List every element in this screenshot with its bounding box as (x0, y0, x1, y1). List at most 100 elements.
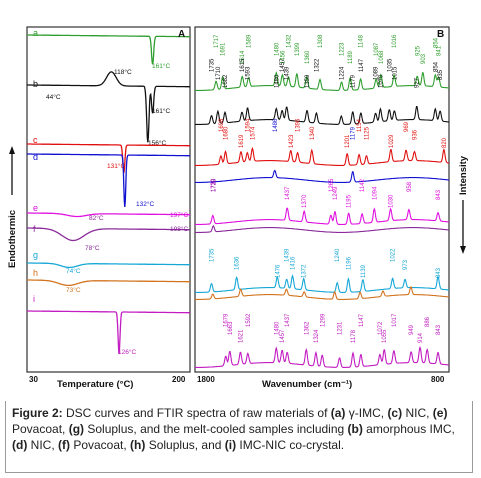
band-label: 1589 (247, 34, 253, 48)
band-label: 1249 (333, 186, 339, 200)
peak-label: 161°C (152, 62, 170, 70)
caption-part: Povacoat, (12, 422, 69, 436)
y-axis-title: Intensity (458, 155, 469, 195)
series-label-b: b (33, 79, 38, 89)
band-label: 1735 (210, 58, 216, 72)
series-label-i: i (33, 294, 35, 304)
panel-letter: B (437, 29, 444, 40)
band-label: 1015 (392, 66, 398, 80)
band-label: 843 (436, 324, 442, 335)
band-label: 886 (425, 316, 431, 327)
peak-label: 132°C (136, 200, 154, 208)
caption-part: γ-IMC, (345, 406, 388, 420)
band-label: 1179 (351, 126, 357, 140)
band-label: 1614 (240, 50, 246, 64)
band-label: 1324 (314, 329, 320, 343)
panel-b: 1717169116141589148014561432139913601308… (194, 26, 469, 390)
band-label: 1574 (250, 126, 256, 140)
band-label: 820 (442, 137, 448, 148)
caption-label: Figure 2: (12, 406, 63, 420)
band-label: 1017 (392, 313, 398, 327)
band-label: 1201 (345, 134, 351, 148)
band-label: 1480 (274, 74, 280, 88)
band-label: 1593 (246, 66, 252, 80)
band-label: 1456 (280, 50, 286, 64)
band-label: 1072 (378, 321, 384, 335)
band-label: 1698 (219, 118, 225, 132)
x-axis-title: Temperature (°C) (57, 379, 133, 390)
peak-label: 82°C (89, 214, 104, 222)
band-label: 1691 (221, 42, 227, 56)
caption-part: IMC-NIC co-crystal. (236, 438, 345, 452)
x-tick-label: 200 (172, 375, 186, 384)
band-label: 1619 (239, 134, 245, 148)
band-label: 1480 (274, 321, 280, 335)
band-label: 1362 (304, 321, 310, 335)
band-label: 1195 (347, 194, 353, 208)
band-label: 841 (437, 45, 443, 56)
dsc-curve-b (27, 71, 190, 143)
band-label: 1621 (239, 329, 245, 343)
band-label: 1189 (348, 50, 354, 64)
band-label: 949 (409, 324, 415, 335)
band-label: 914 (418, 332, 424, 343)
band-label: 843 (436, 189, 442, 200)
y-axis-title: Endothermic (7, 210, 18, 268)
peak-label: 126°C (118, 348, 136, 356)
dsc-curve-c (27, 143, 190, 174)
caption-part: (c) (387, 406, 403, 420)
x-tick-label: 30 (29, 375, 38, 384)
dsc-curve-h (27, 279, 190, 287)
band-label: 843 (436, 267, 442, 278)
caption-text: DSC curves and FTIR spectra of raw mater… (12, 406, 455, 452)
ftir-spectrum-h (195, 285, 450, 300)
y-axis-arrowhead (460, 246, 466, 254)
peak-label: 44°C (46, 93, 61, 101)
caption-part: (a) (330, 406, 346, 420)
dsc-curve-d (27, 153, 190, 208)
band-label: 1223 (340, 42, 346, 56)
x-tick-label: 800 (431, 375, 445, 384)
band-label: 1439 (285, 248, 291, 262)
band-label: 1728 (211, 178, 217, 192)
band-label: 1372 (302, 264, 308, 278)
band-label: 1178 (351, 329, 357, 343)
band-label: 1615 (240, 58, 246, 72)
band-label: 854 (433, 37, 439, 48)
peak-label: 131°C (107, 162, 125, 170)
peak-label: 74°C (66, 267, 81, 275)
band-label: 958 (407, 181, 413, 192)
band-label: 1437 (285, 186, 291, 200)
ftir-spectrum-a (195, 71, 450, 91)
band-label: 1029 (389, 134, 395, 148)
band-label: 1340 (310, 126, 316, 140)
peak-label: 198°C (170, 225, 188, 233)
dsc-curve-i (27, 310, 190, 355)
band-label: 1055 (382, 329, 388, 343)
band-label: 1240 (335, 248, 341, 262)
ftir-spectrum-c (195, 146, 450, 166)
band-label: 1068 (379, 50, 385, 64)
band-label: 903 (421, 53, 427, 64)
band-label: 1016 (392, 34, 398, 48)
caption-part: (f) (58, 438, 70, 452)
band-label: 1360 (305, 50, 311, 64)
band-label: 1087 (374, 42, 380, 56)
peak-label: 118°C (114, 68, 132, 76)
band-label: 1125 (365, 126, 371, 140)
band-label: 1439 (285, 66, 291, 80)
panel-letter: A (178, 29, 185, 40)
caption-part: (d) (12, 438, 28, 452)
peak-label: 161°C (152, 107, 170, 115)
caption-part: Povacoat, (70, 438, 131, 452)
band-label: 1308 (318, 34, 324, 48)
band-label: 1730 (211, 178, 217, 192)
y-axis-arrowhead (9, 146, 15, 154)
band-label: 854 (433, 61, 439, 72)
band-label: 1680 (224, 126, 230, 140)
series-label-f: f (33, 224, 36, 234)
band-label: 1224 (339, 66, 345, 80)
peak-label: 78°C (85, 244, 100, 252)
band-label: 1359 (305, 74, 311, 88)
ftir-spectrum-d (195, 169, 450, 183)
